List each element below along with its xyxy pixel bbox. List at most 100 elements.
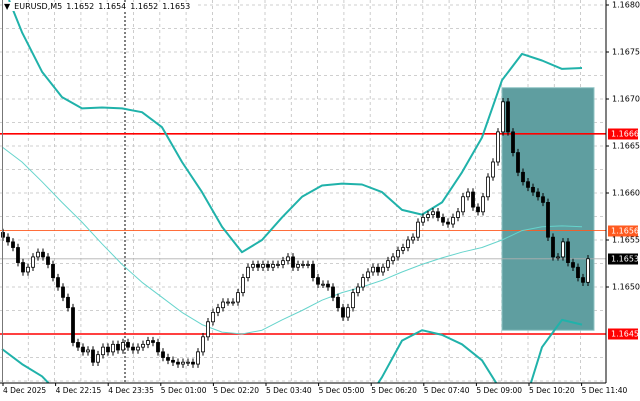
candle-bear	[541, 196, 545, 203]
candle-bull	[121, 342, 125, 351]
candle-bear	[81, 346, 85, 353]
candle-bear	[376, 266, 380, 273]
candle-bear	[566, 241, 570, 263]
candle-bull	[201, 336, 205, 353]
candle-bear	[76, 342, 80, 348]
candle-bear	[336, 296, 340, 309]
candle-bear	[436, 211, 440, 218]
candle-bear	[56, 277, 60, 288]
close-value: 1.1653	[162, 2, 191, 11]
time-tick-label: 5 Dec 02:20	[213, 386, 260, 395]
candle-bull	[231, 301, 235, 304]
price-tick-label: 1.1670	[612, 94, 640, 104]
candle-bull	[136, 346, 140, 351]
price-tick-label: 1.1655	[612, 235, 640, 245]
candle-bull	[96, 354, 100, 363]
candle-bear	[176, 361, 180, 365]
candle-bear	[61, 286, 65, 298]
candle-bull	[351, 292, 355, 309]
candle-bull	[226, 301, 230, 304]
candle-bear	[311, 264, 315, 279]
candle-bull	[146, 340, 150, 345]
time-tick-label: 5 Dec 03:40	[266, 386, 312, 395]
candle-bull	[261, 264, 265, 268]
candle-bear	[536, 191, 540, 198]
candle-bull	[246, 266, 250, 279]
candle-bull	[271, 264, 275, 268]
price-marker-1-1666: 1.1666	[608, 128, 639, 140]
candle-bull	[426, 214, 430, 218]
candle-bull	[361, 277, 365, 288]
chart-title: ▼ EURUSD,M5 1.1652 1.1654 1.1652 1.1653	[4, 2, 197, 11]
time-axis-bg	[0, 383, 640, 401]
candle-bull	[416, 221, 420, 238]
candle-bull	[396, 249, 400, 258]
indicators	[1, 0, 583, 384]
candle-bull	[556, 256, 560, 259]
symbol-label: EURUSD,M5	[14, 2, 63, 11]
candle-bull	[381, 266, 385, 273]
candle-bull	[451, 217, 455, 225]
candle-bear	[516, 152, 520, 173]
candle-bull	[26, 266, 30, 273]
high-value: 1.1654	[98, 2, 127, 11]
price-axis-bg	[606, 0, 640, 401]
candle-bear	[256, 264, 260, 268]
candle-bull	[186, 361, 190, 364]
candle-bear	[546, 201, 550, 238]
open-value: 1.1652	[66, 2, 95, 11]
candle-bull	[251, 264, 255, 268]
candle-bull	[456, 211, 460, 218]
bollinger-upper-band	[8, 0, 583, 254]
candle-bull	[491, 161, 495, 178]
time-tick-label: 5 Dec 11:40	[581, 386, 628, 395]
bollinger-lower-band	[1, 348, 50, 384]
candle-bear	[341, 307, 345, 318]
candle-bear	[126, 342, 130, 348]
price-tick-label: 1.1650	[612, 282, 640, 292]
price-marker-1-1653: 1.1653	[608, 253, 639, 265]
time-tick-label: 5 Dec 10:20	[529, 386, 575, 395]
candle-bear	[66, 296, 70, 309]
candle-bull	[216, 307, 220, 313]
price-tick-label: 1.1660	[612, 188, 640, 198]
candle-bull	[296, 264, 300, 268]
candle-bull	[196, 351, 200, 365]
price-marker-1-1656: 1.1656	[608, 225, 639, 237]
candle-bull	[421, 217, 425, 223]
candle-bull	[486, 176, 490, 198]
candle-bull	[276, 264, 280, 266]
candle-bull	[481, 196, 485, 213]
price-marker-1-1645: 1.1645	[608, 328, 639, 340]
candle-bull	[181, 361, 185, 365]
candle-bear	[526, 181, 530, 188]
candle-bear	[531, 186, 535, 193]
candle-bear	[571, 262, 575, 268]
candle-bull	[386, 260, 390, 268]
price-tick-label: 1.1680	[612, 0, 640, 10]
candle-bear	[191, 361, 195, 365]
candle-bear	[71, 307, 75, 343]
candle-bear	[161, 351, 165, 358]
candle-bear	[6, 236, 10, 243]
candle-bear	[166, 357, 170, 361]
triangle-down-icon[interactable]: ▼	[4, 2, 11, 11]
candle-bear	[106, 346, 110, 353]
candle-bull	[36, 251, 40, 258]
candle-bear	[441, 217, 445, 223]
candles	[1, 98, 590, 368]
candle-bull	[301, 264, 305, 266]
candle-bear	[21, 262, 25, 273]
candle-bear	[471, 191, 475, 208]
time-tick-label: 5 Dec 01:00	[160, 386, 207, 395]
time-tick-label: 5 Dec 06:20	[371, 386, 417, 395]
candle-bull	[236, 292, 240, 303]
candle-bull	[586, 258, 590, 283]
candle-bear	[521, 171, 525, 183]
candle-bull	[241, 277, 245, 294]
candle-bear	[581, 277, 585, 283]
candle-bull	[401, 247, 405, 251]
price-tick-label: 1.1675	[612, 47, 640, 57]
candle-bear	[476, 206, 480, 213]
